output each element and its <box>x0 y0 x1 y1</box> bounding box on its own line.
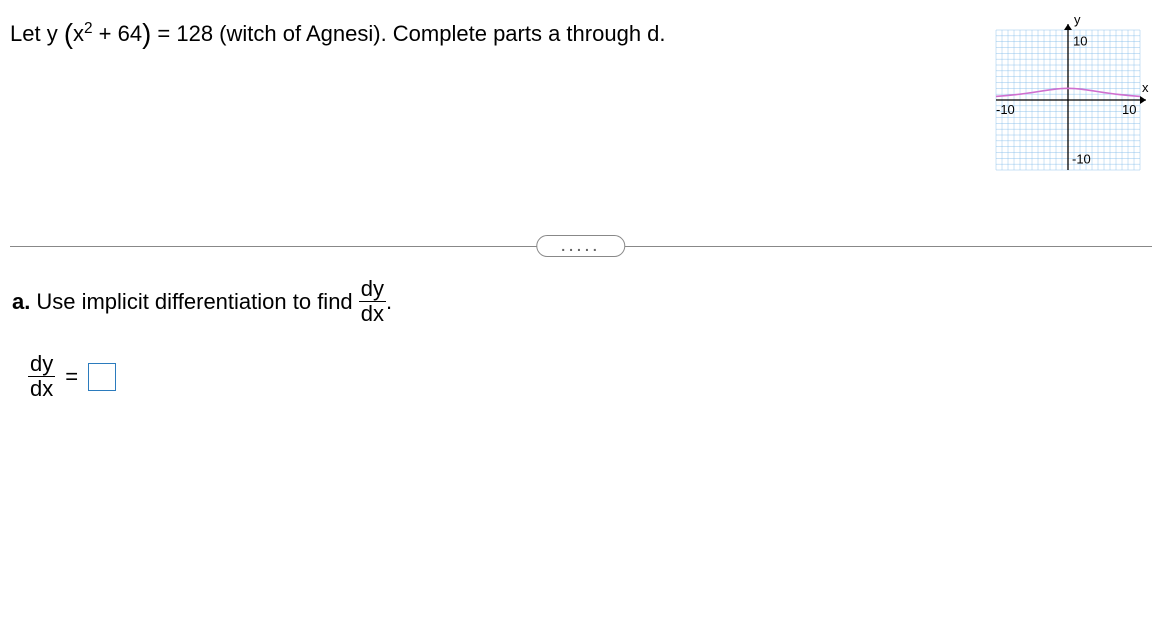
svg-text:-10: -10 <box>1072 151 1091 166</box>
q-rparen: ) <box>142 18 151 49</box>
ans-frac-num: dy <box>28 353 55 376</box>
part-a-label: a. <box>12 289 30 315</box>
answer-row: dy dx = <box>28 353 1152 400</box>
ans-frac-den: dx <box>28 376 55 400</box>
equals-sign: = <box>65 364 78 390</box>
graph-panel: y x 10 -10 10 -10 <box>962 12 1152 198</box>
question-text: Let y (x2 + 64) = 128 (witch of Agnesi).… <box>10 12 962 52</box>
q-exp: 2 <box>84 20 93 37</box>
svg-text:10: 10 <box>1122 102 1136 117</box>
pill-dots: ..... <box>561 238 600 254</box>
frac-num: dy <box>359 278 386 301</box>
dy-dx-fraction: dy dx <box>359 278 386 325</box>
expand-pill[interactable]: ..... <box>536 235 625 257</box>
svg-text:-10: -10 <box>996 102 1015 117</box>
q-after: = 128 (witch of Agnesi). Complete parts … <box>151 21 665 46</box>
q-prefix: Let y <box>10 21 58 46</box>
part-a-prompt: a. Use implicit differentiation to find … <box>12 278 1152 325</box>
section-divider: ..... <box>10 236 1152 256</box>
q-plus: + 64 <box>93 21 143 46</box>
q-x: x <box>73 21 84 46</box>
svg-text:x: x <box>1142 80 1149 95</box>
answer-input[interactable] <box>88 363 116 391</box>
svg-text:y: y <box>1074 12 1081 27</box>
graph-svg: y x 10 -10 10 -10 <box>974 12 1154 192</box>
part-a-text: Use implicit differentiation to find <box>36 289 352 315</box>
part-a-period: . <box>386 289 392 315</box>
frac-den: dx <box>359 301 386 325</box>
answer-dy-dx: dy dx <box>28 353 55 400</box>
q-lparen: ( <box>64 18 73 49</box>
svg-text:10: 10 <box>1073 34 1087 49</box>
